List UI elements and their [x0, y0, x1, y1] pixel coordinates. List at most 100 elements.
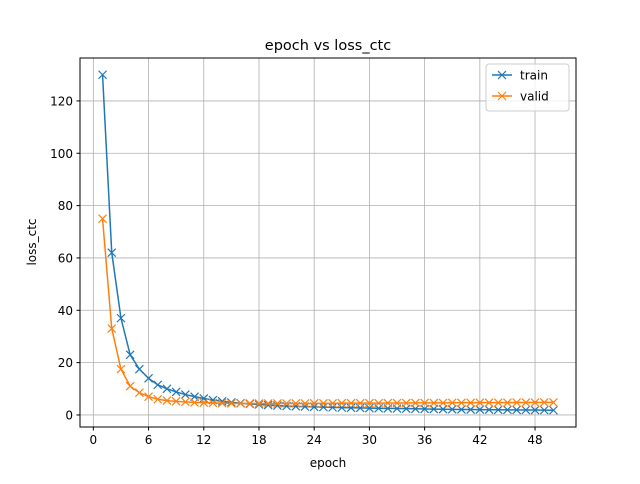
x-marker-icon: [401, 398, 411, 408]
series-layer: [98, 70, 558, 415]
data-point-valid: [539, 397, 549, 407]
x-marker-icon: [539, 405, 549, 415]
y-tick-label: 60: [58, 251, 73, 265]
y-tick-label: 20: [58, 356, 73, 370]
x-tick-label: 24: [307, 433, 322, 447]
x-marker-icon: [521, 405, 531, 415]
data-point-train: [539, 405, 549, 415]
x-tick-label: 42: [472, 433, 487, 447]
x-marker-icon: [512, 405, 522, 415]
data-point-valid: [318, 398, 328, 408]
x-marker-icon: [180, 397, 190, 407]
x-tick-label: 6: [145, 433, 153, 447]
axes-frame: [79, 57, 577, 428]
data-point-train: [503, 405, 512, 415]
y-tick-label: 80: [58, 199, 73, 213]
y-tick-label: 40: [58, 304, 73, 318]
data-point-valid: [493, 398, 503, 408]
x-marker-icon: [162, 384, 172, 394]
y-tick-label: 120: [50, 94, 73, 108]
data-point-valid: [309, 398, 319, 408]
data-point-valid: [420, 398, 430, 408]
data-point-valid: [447, 398, 457, 408]
x-marker-icon: [272, 399, 282, 408]
data-point-valid: [217, 398, 227, 408]
data-point-valid: [410, 398, 420, 408]
data-point-train: [466, 405, 476, 414]
data-point-valid: [190, 397, 199, 407]
data-point-valid: [438, 398, 448, 408]
y-tick-label: 100: [50, 147, 73, 161]
x-marker-icon: [493, 398, 503, 408]
x-marker-icon: [134, 364, 144, 374]
data-point-valid: [549, 397, 558, 407]
legend-marker-train: [497, 70, 507, 80]
x-marker-icon: [107, 248, 117, 258]
data-point-valid: [300, 399, 310, 408]
x-marker-icon: [549, 405, 558, 415]
data-point-train: [457, 405, 466, 414]
data-point-valid: [484, 398, 494, 408]
x-marker-icon: [364, 398, 374, 408]
data-point-valid: [153, 394, 163, 404]
data-point-train: [484, 405, 494, 415]
data-point-valid: [272, 399, 282, 408]
data-point-train: [98, 70, 107, 80]
data-point-valid: [521, 398, 531, 407]
x-marker-icon: [199, 398, 209, 408]
data-point-train: [153, 380, 163, 390]
x-marker-icon: [254, 400, 264, 409]
x-marker-icon: [530, 405, 540, 415]
data-point-train: [171, 387, 181, 397]
data-point-valid: [530, 398, 540, 407]
x-marker-icon: [420, 398, 430, 408]
data-point-valid: [337, 398, 347, 408]
x-tick-label: 36: [417, 433, 432, 447]
x-marker-icon: [539, 397, 549, 407]
x-marker-icon: [484, 398, 494, 408]
x-marker-icon: [153, 394, 163, 404]
data-point-valid: [144, 392, 153, 402]
x-marker-icon: [134, 388, 144, 398]
x-marker-icon: [493, 405, 503, 415]
x-marker-icon: [309, 402, 319, 412]
data-point-train: [254, 400, 264, 409]
x-marker-icon: [107, 324, 117, 334]
x-marker-icon: [438, 398, 448, 408]
x-marker-icon: [438, 404, 448, 414]
x-marker-icon: [226, 397, 236, 407]
data-point-valid: [199, 398, 209, 408]
data-point-train: [134, 364, 144, 374]
data-point-valid: [291, 399, 301, 408]
x-marker-icon: [116, 364, 126, 374]
data-point-valid: [512, 398, 522, 407]
data-point-train: [337, 403, 347, 413]
data-point-valid: [392, 398, 402, 408]
data-point-valid: [364, 398, 374, 408]
data-point-train: [263, 400, 273, 410]
data-point-train: [180, 390, 190, 399]
data-point-train: [162, 384, 172, 394]
x-marker-icon: [217, 398, 227, 408]
data-point-valid: [374, 398, 384, 408]
data-point-train: [309, 402, 319, 412]
legend: train valid: [485, 63, 570, 112]
x-tick-label: 30: [362, 433, 377, 447]
x-marker-icon: [328, 402, 338, 412]
x-marker-icon: [125, 381, 135, 391]
data-point-train: [125, 350, 135, 360]
x-marker-icon: [208, 398, 218, 408]
x-marker-icon: [503, 405, 512, 415]
x-marker-icon: [300, 399, 310, 408]
x-marker-icon: [521, 398, 531, 407]
data-point-valid: [245, 399, 255, 408]
x-tick-label: 48: [527, 433, 542, 447]
data-point-valid: [236, 399, 246, 408]
x-marker-icon: [116, 313, 126, 323]
x-marker-icon: [497, 70, 507, 80]
x-marker-icon: [475, 405, 485, 415]
legend-label-train: train: [520, 69, 548, 83]
x-marker-icon: [245, 399, 255, 408]
x-marker-icon: [497, 91, 507, 101]
x-marker-icon: [226, 398, 236, 408]
